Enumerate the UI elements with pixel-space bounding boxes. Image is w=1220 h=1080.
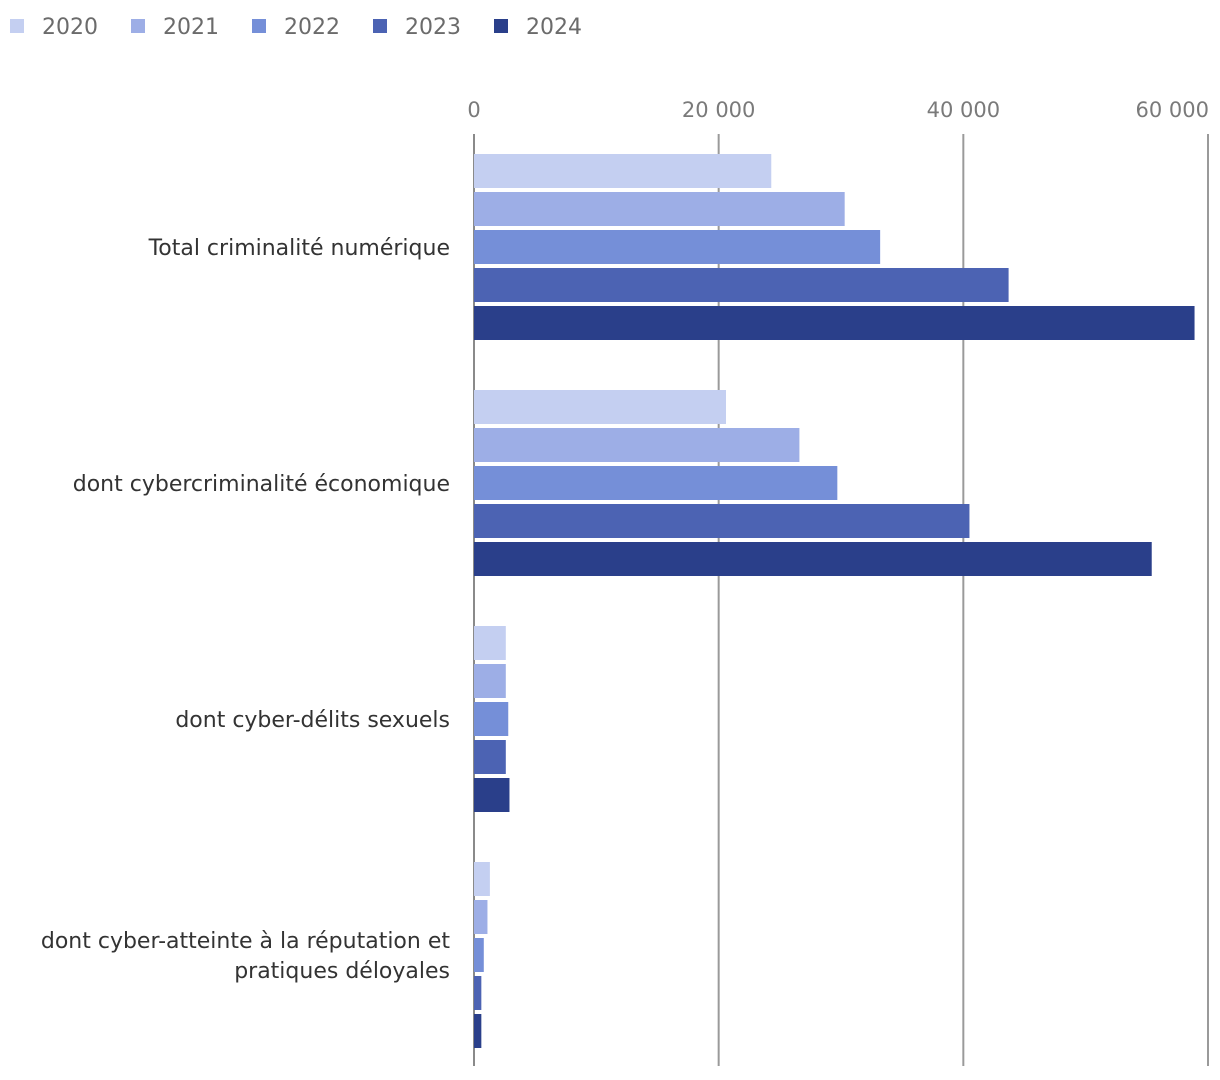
x-tick-label-40-000: 40 000	[927, 98, 1000, 122]
bar-dont-cyber-atteinte-a-la-reputation-et-p-2024	[474, 1014, 482, 1048]
x-tick-label-60-000: 60 000	[1136, 98, 1209, 122]
legend-label-2021: 2021	[163, 15, 219, 40]
bar-dont-cybercriminalite-economique-2022	[474, 466, 838, 500]
legend-label-2024: 2024	[526, 15, 582, 40]
category-label: dont cybercriminalité économique	[73, 472, 450, 497]
bar-dont-cyber-atteinte-a-la-reputation-et-p-2022	[474, 938, 484, 972]
bar-total-criminalite-numerique-2022	[474, 230, 881, 264]
bar-dont-cybercriminalite-economique-2020	[474, 390, 727, 424]
bar-dont-cyber-atteinte-a-la-reputation-et-p-2020	[474, 862, 490, 896]
bars	[474, 154, 1195, 1048]
legend-swatch-2022	[252, 19, 266, 33]
legend: 2020 2021 2022 2023 2024	[10, 15, 582, 40]
category-label: Total criminalité numérique	[148, 236, 450, 261]
bar-total-criminalite-numerique-2020	[474, 154, 772, 188]
bar-dont-cyber-delits-sexuels-2022	[474, 702, 509, 736]
value-axis-ticks: 0 20 000 40 000 60 000	[467, 98, 1209, 122]
category-label: pratiques déloyales	[234, 959, 450, 984]
bar-dont-cyber-delits-sexuels-2024	[474, 778, 510, 812]
bar-dont-cyber-atteinte-a-la-reputation-et-p-2021	[474, 900, 488, 934]
bar-dont-cyber-delits-sexuels-2023	[474, 740, 506, 774]
x-tick-label-0: 0	[467, 98, 480, 122]
bar-total-criminalite-numerique-2024	[474, 306, 1195, 340]
bar-dont-cybercriminalite-economique-2021	[474, 428, 800, 462]
bar-dont-cybercriminalite-economique-2024	[474, 542, 1152, 576]
category-axis: Total criminalité numérique dont cybercri…	[41, 236, 451, 984]
legend-label-2020: 2020	[42, 15, 98, 40]
bar-dont-cyber-atteinte-a-la-reputation-et-p-2023	[474, 976, 482, 1010]
x-tick-label-20-000: 20 000	[682, 98, 755, 122]
category-label: dont cyber-délits sexuels	[175, 708, 450, 733]
bar-dont-cyber-delits-sexuels-2021	[474, 664, 506, 698]
legend-swatch-2024	[494, 19, 508, 33]
legend-swatch-2020	[10, 19, 24, 33]
legend-label-2023: 2023	[405, 15, 461, 40]
legend-swatch-2023	[373, 19, 387, 33]
bar-dont-cybercriminalite-economique-2023	[474, 504, 970, 538]
bar-dont-cyber-delits-sexuels-2020	[474, 626, 506, 660]
bar-total-criminalite-numerique-2021	[474, 192, 845, 226]
category-label: dont cyber-atteinte à la réputation et	[41, 929, 451, 954]
bar-total-criminalite-numerique-2023	[474, 268, 1009, 302]
legend-swatch-2021	[131, 19, 145, 33]
legend-label-2022: 2022	[284, 15, 340, 40]
